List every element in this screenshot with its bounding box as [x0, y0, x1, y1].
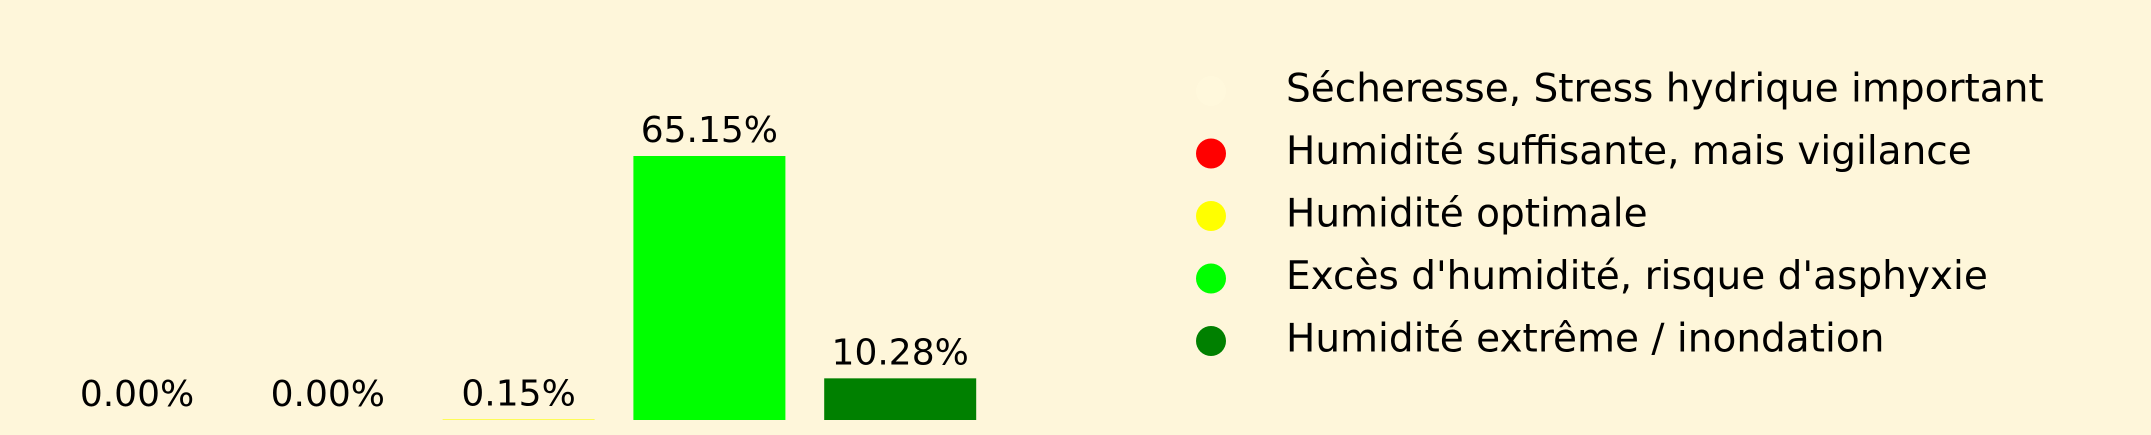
legend-label: Sécheresse, Stress hydrique important [1286, 67, 2044, 112]
bar [442, 419, 595, 420]
value-label: 10.28% [832, 332, 969, 373]
legend-label: Excès d'humidité, risque d'asphyxie [1286, 254, 1988, 299]
legend-label: Humidité extrême / inondation [1286, 317, 1884, 362]
value-label: 65.15% [641, 110, 778, 151]
legend-label: Humidité optimale [1286, 192, 1648, 237]
bar [633, 156, 786, 420]
legend-marker [1196, 201, 1226, 231]
bar [824, 378, 977, 420]
value-label: 0.15% [461, 373, 575, 414]
value-label: 0.00% [271, 374, 385, 415]
legend-marker [1196, 138, 1226, 169]
legend-marker [1196, 263, 1226, 294]
legend-label: Humidité suffisante, mais vigilance [1286, 129, 1972, 174]
value-label: 0.00% [80, 374, 194, 415]
legend-marker [1196, 326, 1226, 356]
legend-marker [1196, 76, 1226, 106]
